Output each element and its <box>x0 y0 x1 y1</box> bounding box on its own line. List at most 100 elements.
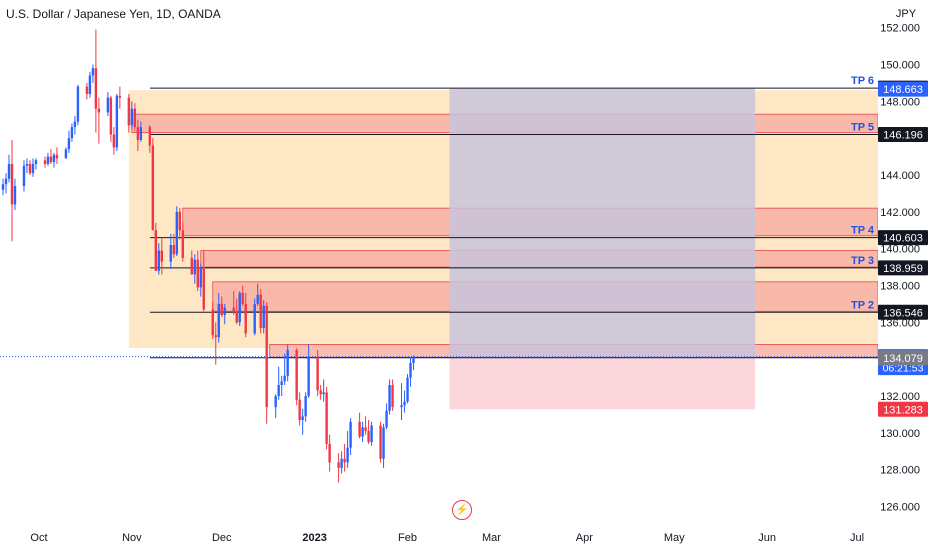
candle-body <box>262 305 265 328</box>
pink-zone <box>449 357 756 410</box>
candle-body <box>94 68 98 109</box>
candle <box>220 296 223 317</box>
price-tag-label: 138.959 <box>883 263 923 275</box>
candle <box>322 379 325 402</box>
price-tag-label: 148.663 <box>883 84 923 96</box>
y-tick-label: 130.000 <box>880 428 920 440</box>
candle <box>136 119 140 152</box>
candle <box>175 206 178 257</box>
candle-body <box>139 127 143 140</box>
x-tick-label: May <box>664 532 685 544</box>
time-axis-bg <box>0 525 878 550</box>
candle-body <box>223 307 226 315</box>
candle-body <box>115 95 119 148</box>
candle <box>409 357 412 387</box>
candle <box>181 222 184 262</box>
candle <box>253 298 256 336</box>
candle-body <box>211 309 214 336</box>
candle <box>160 237 164 275</box>
candle <box>118 86 122 109</box>
candle-body <box>127 97 131 126</box>
candle <box>337 453 340 483</box>
candle <box>127 93 131 133</box>
candle <box>286 344 289 382</box>
candle <box>400 383 403 420</box>
candle-body <box>43 160 47 164</box>
candle-body <box>280 381 283 385</box>
candle <box>34 158 38 170</box>
price-tag: 140.603 <box>878 230 928 246</box>
tp-label: TP 4 <box>851 225 875 237</box>
candle <box>169 233 173 269</box>
candle-body <box>346 447 349 463</box>
candle <box>385 403 388 430</box>
candle <box>382 423 385 468</box>
candle-body <box>85 86 89 94</box>
candle <box>259 289 262 334</box>
candle <box>232 291 235 315</box>
candle <box>94 29 98 133</box>
y-tick-label: 128.000 <box>880 465 920 477</box>
candle <box>343 443 346 472</box>
candle <box>307 344 310 398</box>
candle <box>349 418 352 455</box>
candle <box>7 154 11 183</box>
candle <box>70 123 74 142</box>
candle-body <box>253 303 256 334</box>
x-tick-label: Mar <box>482 532 501 544</box>
candle-body <box>133 108 137 128</box>
candle-body <box>88 75 92 94</box>
y-tick-label: 140.000 <box>880 244 920 256</box>
candle-body <box>325 392 328 444</box>
candle-body <box>214 335 217 338</box>
candle <box>196 250 199 292</box>
y-tick-label: 138.000 <box>880 281 920 293</box>
lightning-icon[interactable]: ⚡ <box>452 500 472 520</box>
y-tick-label: 142.000 <box>880 207 920 219</box>
price-tag-bg <box>878 350 928 366</box>
candle <box>325 386 328 450</box>
candle-body <box>232 307 235 312</box>
candle-body <box>298 399 301 420</box>
candle-body <box>67 138 71 150</box>
candle <box>97 97 101 144</box>
candle-body <box>52 154 56 163</box>
candle <box>157 243 161 275</box>
candle <box>106 92 110 117</box>
tp-label: TP 6 <box>851 75 874 87</box>
candle-body <box>256 294 259 304</box>
candle-body <box>316 357 319 391</box>
candle-body <box>109 97 113 135</box>
candle-body <box>286 350 289 376</box>
candle <box>367 420 370 444</box>
candle-body <box>304 396 307 417</box>
candle <box>328 434 331 472</box>
candle-body <box>73 121 77 128</box>
candle-body <box>265 305 268 408</box>
candle-body <box>307 357 310 397</box>
candle <box>25 158 29 174</box>
candle-body <box>343 458 346 463</box>
candle-body <box>349 421 352 448</box>
price-tag-label: 131.283 <box>883 404 923 416</box>
candle-body <box>391 385 394 408</box>
candle <box>403 390 406 413</box>
candle-body <box>172 245 176 255</box>
candle <box>112 127 116 155</box>
candle-body <box>64 149 68 159</box>
price-tag-label: 136.546 <box>883 307 923 319</box>
candle <box>148 125 152 153</box>
candle <box>154 222 158 271</box>
candle-body <box>364 427 367 432</box>
price-tag: 138.959 <box>878 260 928 276</box>
candle-body <box>70 127 74 139</box>
candle <box>340 451 343 474</box>
candle-body <box>379 425 382 459</box>
candle-body <box>175 211 178 255</box>
currency-label: JPY <box>896 8 917 20</box>
candle-body <box>148 127 152 146</box>
price-tag-bg <box>878 260 928 276</box>
candle <box>406 373 409 404</box>
candle-body <box>277 385 280 397</box>
